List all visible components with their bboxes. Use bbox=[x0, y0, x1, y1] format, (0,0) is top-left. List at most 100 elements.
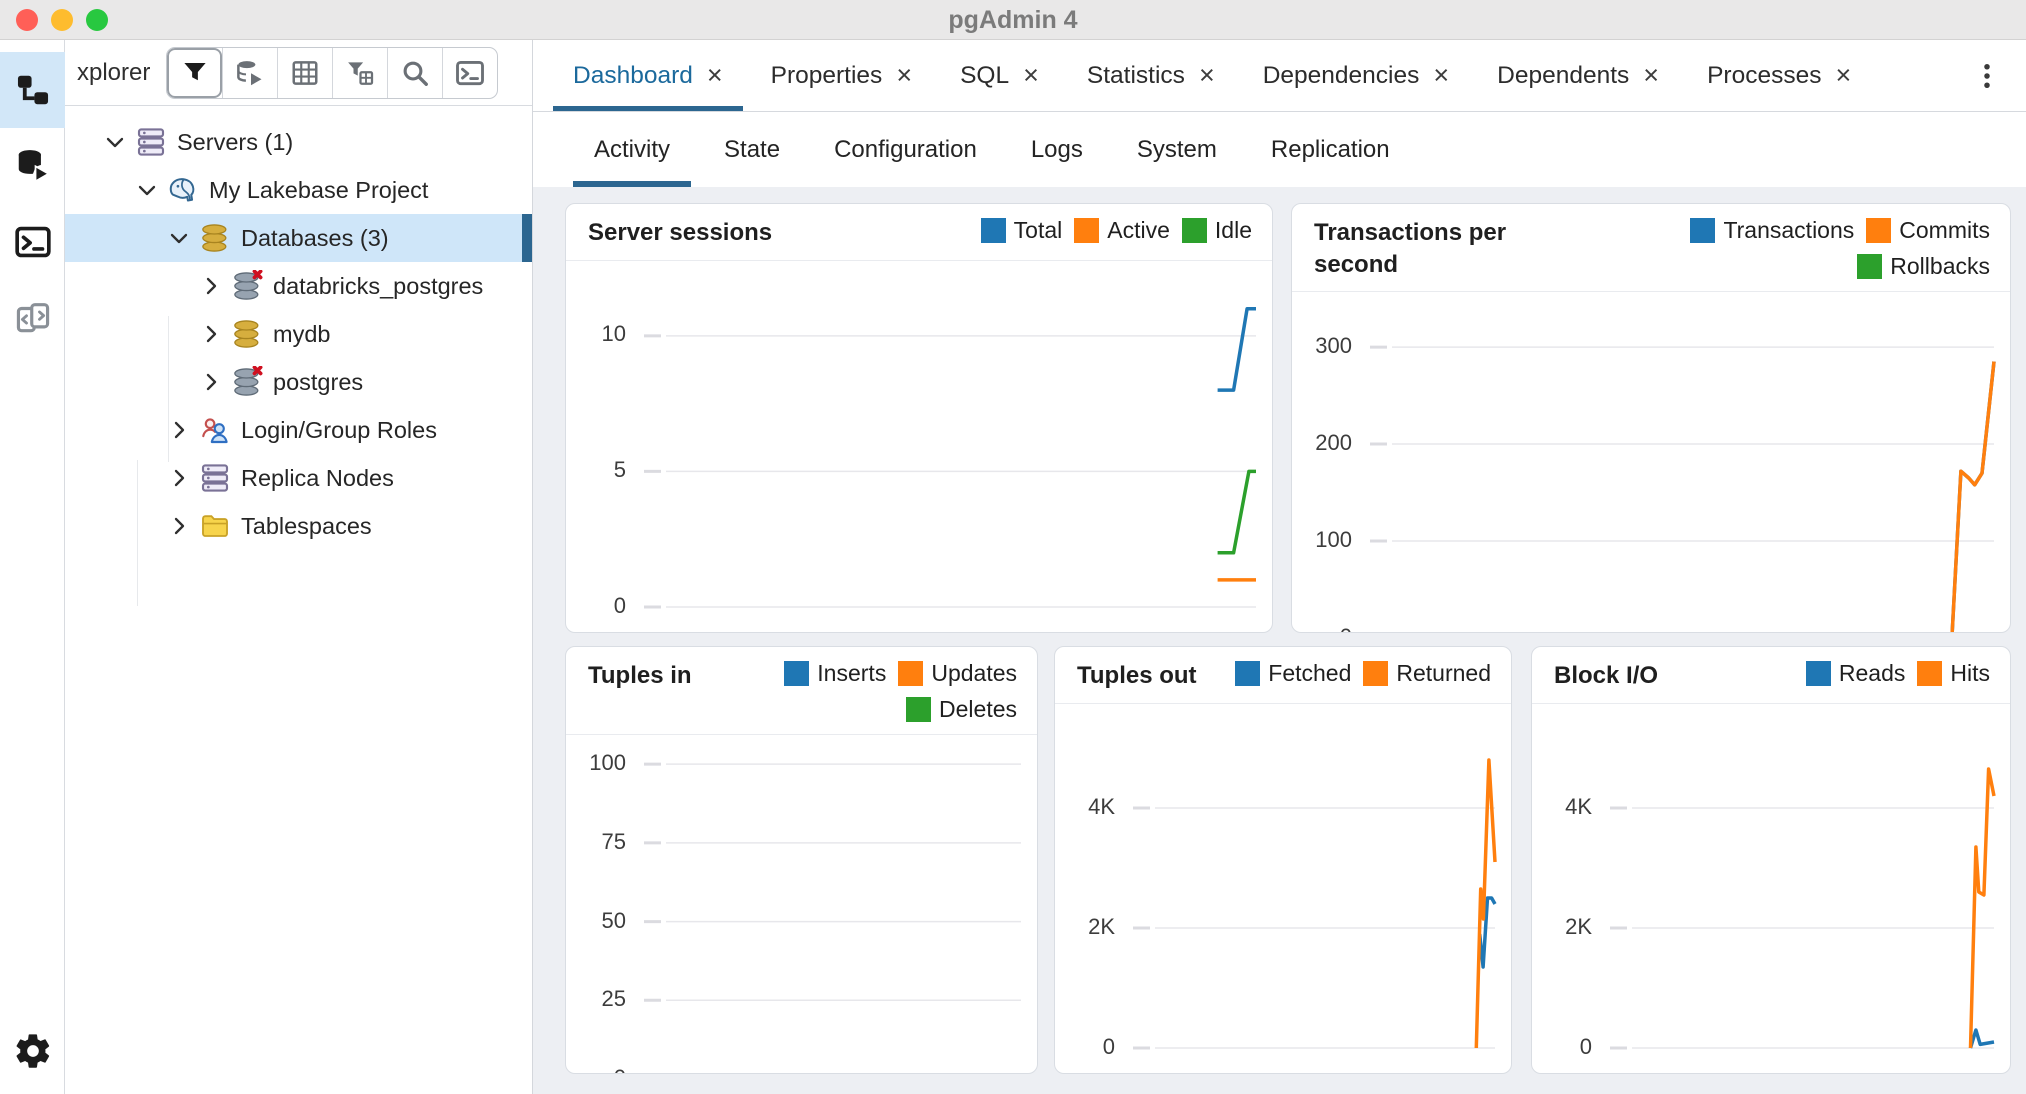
legend-label: Reads bbox=[1838, 660, 1906, 686]
subtab-activity[interactable]: Activity bbox=[567, 112, 697, 187]
close-icon[interactable]: × bbox=[1023, 60, 1039, 90]
tab-label: Dependencies bbox=[1262, 61, 1420, 89]
chart-card-header: Server sessions Total Active Idle bbox=[566, 204, 1272, 261]
database-arrow-icon bbox=[235, 58, 265, 88]
close-icon[interactable]: × bbox=[706, 60, 723, 90]
tab-processes[interactable]: Processes × bbox=[1683, 40, 1875, 111]
tab-dependents[interactable]: Dependents × bbox=[1473, 40, 1683, 111]
close-icon[interactable]: × bbox=[1198, 60, 1215, 90]
schema-diff-icon bbox=[14, 299, 52, 337]
legend-item-idle: Idle bbox=[1181, 217, 1252, 244]
close-icon[interactable]: × bbox=[1643, 60, 1660, 90]
tablespaces-folder-icon bbox=[198, 510, 231, 543]
legend-item-reads: Reads bbox=[1805, 660, 1906, 687]
legend-label: Updates bbox=[931, 660, 1017, 686]
zoom-window-button[interactable] bbox=[86, 9, 108, 31]
tab-label: Properties bbox=[770, 61, 883, 89]
sitemap-icon bbox=[14, 71, 52, 109]
legend-label: Commits bbox=[1899, 217, 1990, 243]
legend-swatch bbox=[784, 661, 810, 686]
chevron-right-icon[interactable] bbox=[164, 463, 194, 493]
tab-dashboard[interactable]: Dashboard × bbox=[549, 40, 747, 111]
selection-edge-indicator bbox=[522, 214, 532, 262]
tab-dependencies[interactable]: Dependencies × bbox=[1239, 40, 1473, 111]
toolbar-filtered-rows-button[interactable] bbox=[332, 47, 387, 98]
chevron-down-icon[interactable] bbox=[100, 127, 130, 157]
chevron-right-icon[interactable] bbox=[196, 367, 226, 397]
tree-item-label: mydb bbox=[273, 320, 331, 347]
chevron-down-icon[interactable] bbox=[132, 175, 162, 205]
subtab-configuration[interactable]: Configuration bbox=[807, 112, 1004, 187]
chart-legend: Transactions Commits Rollbacks bbox=[1579, 217, 1990, 280]
close-icon[interactable]: × bbox=[1835, 60, 1852, 90]
tree-item-tablespaces[interactable]: Tablespaces bbox=[65, 502, 532, 550]
tree-item-label: postgres bbox=[273, 368, 364, 395]
chart-card-server-sessions: Server sessions Total Active Idle 10 5 0 bbox=[565, 203, 1273, 633]
chart-legend: Reads Hits bbox=[1805, 660, 1990, 692]
minimize-window-button[interactable] bbox=[51, 9, 73, 31]
legend-item-fetched: Fetched bbox=[1235, 660, 1351, 687]
tree-item-databricks-postgres[interactable]: databricks_postgres bbox=[65, 262, 532, 310]
postgres-elephant-icon bbox=[166, 174, 199, 207]
close-window-button[interactable] bbox=[16, 9, 38, 31]
tree-indent-guide bbox=[137, 460, 138, 606]
subtab-replication[interactable]: Replication bbox=[1244, 112, 1417, 187]
rail-item-preferences[interactable] bbox=[0, 1018, 65, 1084]
y-axis-tick-label: 0 bbox=[1292, 624, 1352, 632]
y-axis-tick-label: 0 bbox=[1579, 1033, 1592, 1059]
rail-item-query-tool[interactable] bbox=[0, 128, 65, 204]
rail-item-schema-diff[interactable] bbox=[0, 280, 65, 356]
chart-plot-area: 10 5 0 bbox=[566, 261, 1272, 632]
chevron-down-icon[interactable] bbox=[164, 223, 194, 253]
tab-label: Statistics bbox=[1086, 61, 1185, 89]
titlebar: pgAdmin 4 bbox=[0, 0, 2026, 40]
tab-properties[interactable]: Properties × bbox=[747, 40, 936, 111]
browser-toolbar bbox=[166, 46, 499, 99]
tree-item-label: Tablespaces bbox=[241, 512, 372, 539]
tree-item-replica-nodes[interactable]: Replica Nodes bbox=[65, 454, 532, 502]
chevron-right-icon[interactable] bbox=[164, 511, 194, 541]
tab-label: Dependents bbox=[1497, 61, 1630, 89]
chevron-right-icon[interactable] bbox=[196, 319, 226, 349]
rail-item-object-explorer[interactable] bbox=[0, 52, 65, 128]
tree-item-servers-1[interactable]: Servers (1) bbox=[65, 118, 532, 166]
chevron-right-icon[interactable] bbox=[196, 271, 226, 301]
toolbar-search-objects-button[interactable] bbox=[387, 47, 442, 98]
legend-swatch bbox=[1690, 218, 1716, 243]
subtab-system[interactable]: System bbox=[1110, 112, 1244, 187]
legend-label: Returned bbox=[1396, 660, 1491, 686]
close-icon[interactable]: × bbox=[1433, 60, 1450, 90]
database-gold-icon bbox=[198, 222, 231, 255]
toolbar-filter-button[interactable] bbox=[167, 48, 222, 98]
tree-item-postgres[interactable]: postgres bbox=[65, 358, 532, 406]
tree-item-login-group-roles[interactable]: Login/Group Roles bbox=[65, 406, 532, 454]
object-explorer-header: xplorer bbox=[65, 40, 532, 106]
toolbar-psql-tool-button[interactable] bbox=[442, 47, 497, 98]
chevron-right-icon[interactable] bbox=[164, 415, 194, 445]
subtab-state[interactable]: State bbox=[697, 112, 807, 187]
legend-swatch bbox=[980, 218, 1006, 243]
subtab-logs[interactable]: Logs bbox=[1004, 112, 1110, 187]
toolbar-connect-database-button[interactable] bbox=[222, 47, 277, 98]
tree-item-mydb[interactable]: mydb bbox=[65, 310, 532, 358]
tab-overflow-menu-button[interactable] bbox=[1948, 40, 2026, 111]
database-disconnected-icon bbox=[230, 270, 263, 303]
dashboard-subtabs: Activity State Configuration Logs System Repl… bbox=[533, 112, 2026, 187]
servers-icon bbox=[134, 126, 167, 159]
object-explorer-panel: xplorer Servers (1) My Lakebase Project Da… bbox=[65, 40, 533, 1094]
chart-title: Tuples out bbox=[1077, 662, 1197, 689]
toolbar-view-data-button[interactable] bbox=[277, 47, 332, 98]
tree-item-databases-3[interactable]: Databases (3) bbox=[65, 214, 532, 262]
tab-sql[interactable]: SQL × bbox=[936, 40, 1063, 111]
legend-swatch bbox=[906, 697, 932, 722]
tree-item-my-lakebase-project[interactable]: My Lakebase Project bbox=[65, 166, 532, 214]
close-icon[interactable]: × bbox=[896, 60, 913, 90]
tab-statistics[interactable]: Statistics × bbox=[1063, 40, 1239, 111]
tree-item-label: Login/Group Roles bbox=[241, 416, 437, 443]
tree-item-label: Servers (1) bbox=[177, 128, 294, 155]
chart-title: Block I/O bbox=[1554, 662, 1659, 689]
chart-title: Transactions per second bbox=[1314, 219, 1507, 278]
y-axis-tick-label: 25 bbox=[601, 986, 626, 1012]
rail-item-psql-terminal[interactable] bbox=[0, 204, 65, 280]
chart-plot-area: 4K 2K 0 bbox=[1532, 704, 2010, 1073]
